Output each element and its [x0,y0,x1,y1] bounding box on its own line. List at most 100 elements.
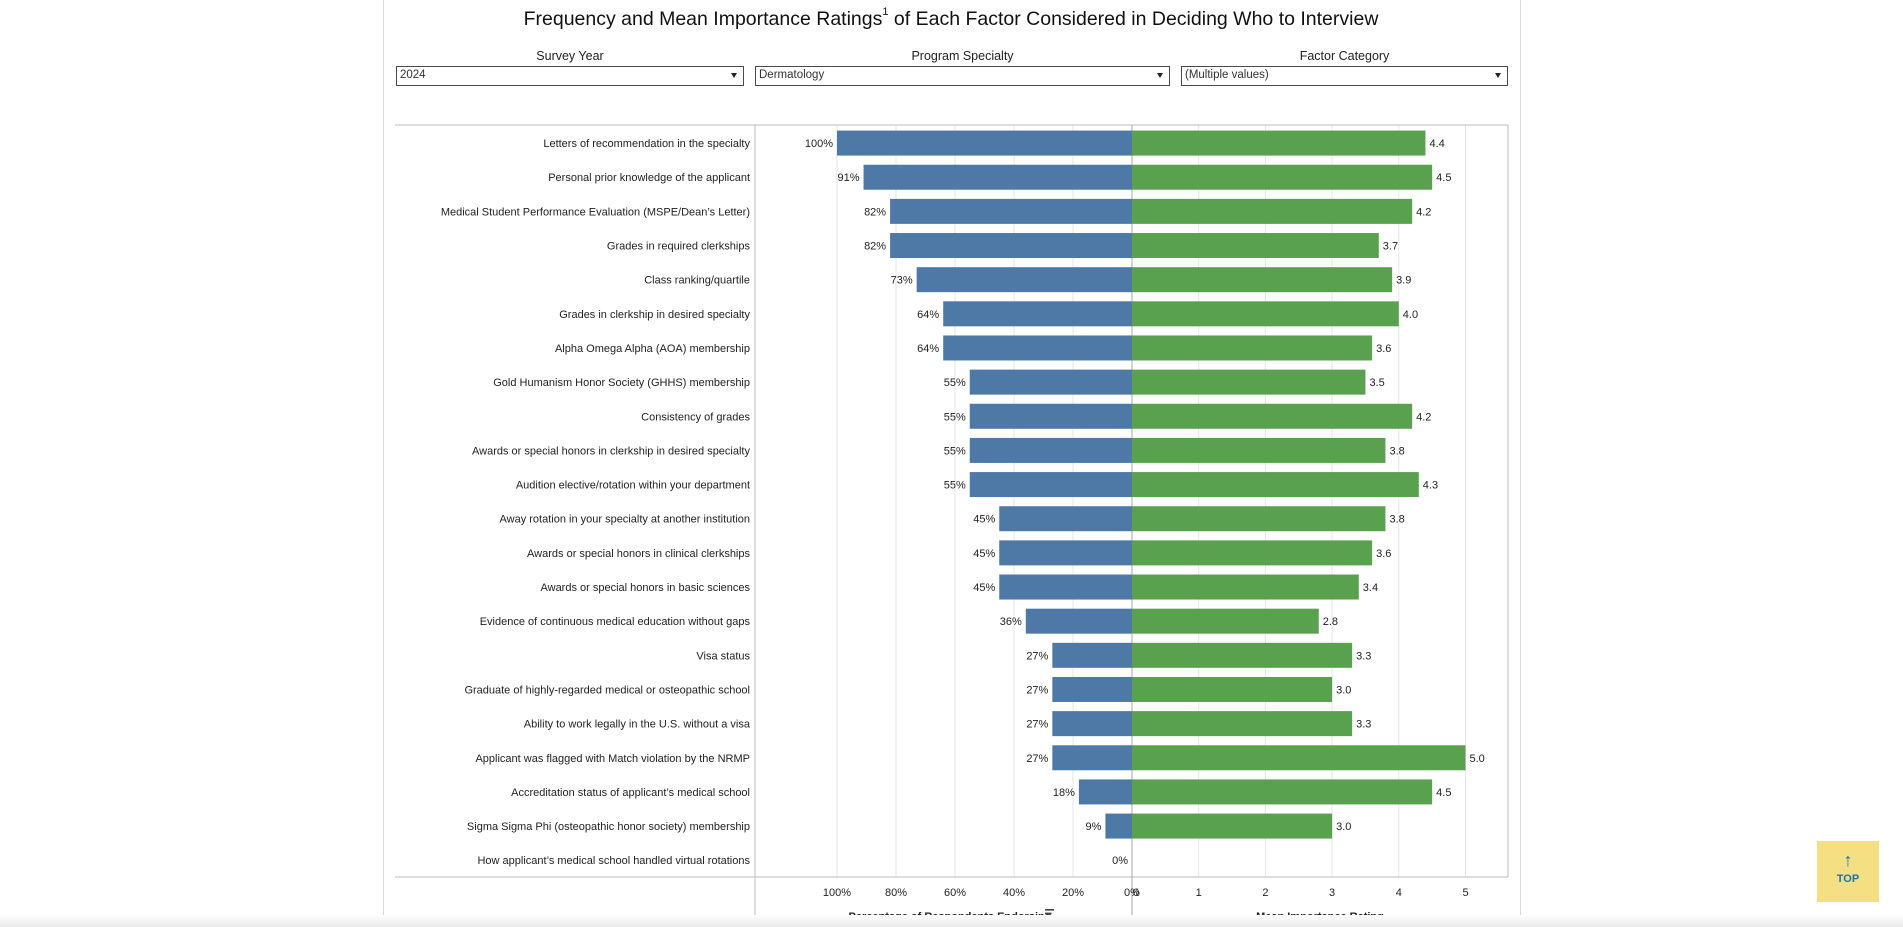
percentage-data-label: 45% [973,582,995,594]
mean-rating-bar[interactable] [1132,198,1413,224]
back-to-top-button[interactable]: ↑ TOP [1817,841,1879,902]
category-label: Evidence of continuous medical education… [480,616,751,628]
mean-rating-bar[interactable] [1132,301,1399,327]
program-specialty-value: Dermatology [759,69,825,81]
mean-rating-bar[interactable] [1132,369,1366,395]
category-label: Grades in clerkship in desired specialty [559,309,750,321]
category-label: Graduate of highly-regarded medical or o… [464,684,750,696]
percentage-bar[interactable] [1052,745,1132,771]
category-label: Letters of recommendation in the special… [543,138,750,150]
percentage-bar[interactable] [969,437,1132,463]
percentage-bar[interactable] [969,369,1132,395]
mean-data-label: 3.3 [1356,650,1371,662]
mean-rating-bar[interactable] [1132,540,1373,566]
mean-rating-bar[interactable] [1132,779,1433,805]
mean-data-label: 4.2 [1416,206,1431,218]
survey-year-dropdown[interactable]: 2024 [396,66,744,86]
percentage-data-label: 64% [917,309,939,321]
mean-rating-bar[interactable] [1132,813,1333,839]
percentage-data-label: 82% [864,241,886,253]
right-axis-tick-label: 0 [1133,887,1139,899]
factor-category-dropdown[interactable]: (Multiple values) [1181,66,1508,86]
mean-data-label: 3.8 [1389,514,1404,526]
percentage-bar[interactable] [1052,642,1132,668]
mean-rating-bar[interactable] [1132,335,1373,361]
mean-rating-bar[interactable] [1132,745,1466,771]
program-specialty-dropdown[interactable]: Dermatology [755,66,1170,86]
percentage-bar[interactable] [890,233,1132,259]
mean-data-label: 2.8 [1323,616,1338,628]
mean-rating-bar[interactable] [1132,608,1319,634]
percentage-bar[interactable] [943,301,1132,327]
mean-rating-bar[interactable] [1132,642,1353,668]
mean-data-label: 4.5 [1436,787,1451,799]
right-axis-tick-label: 2 [1262,887,1268,899]
bars: Letters of recommendation in the special… [441,130,1485,867]
mean-data-label: 3.7 [1383,241,1398,253]
percentage-data-label: 55% [944,377,966,389]
mean-data-label: 4.3 [1423,480,1438,492]
percentage-data-label: 100% [805,138,833,150]
axis-ticks: 100% 80% 60% 40% 20% 0%0 1 2 3 4 5 [823,887,1469,899]
percentage-data-label: 0% [1112,855,1128,867]
percentage-bar[interactable] [1052,711,1132,737]
mean-data-label: 3.4 [1363,582,1378,594]
percentage-bar[interactable] [890,198,1132,224]
mean-rating-bar[interactable] [1132,130,1426,156]
percentage-bar[interactable] [1078,779,1132,805]
mean-rating-bar[interactable] [1132,676,1333,702]
percentage-data-label: 27% [1026,753,1048,765]
percentage-data-label: 55% [944,445,966,457]
percentage-bar[interactable] [969,403,1132,429]
percentage-data-label: 45% [973,548,995,560]
percentage-bar[interactable] [1052,676,1132,702]
percentage-data-label: 27% [1026,684,1048,696]
survey-year-value: 2024 [400,69,426,81]
category-label: Class ranking/quartile [644,275,750,287]
mean-data-label: 3.6 [1376,548,1391,560]
percentage-bar[interactable] [916,267,1132,293]
mean-rating-bar[interactable] [1132,574,1359,600]
mean-rating-bar[interactable] [1132,164,1433,190]
arrow-up-icon: ↑ [1843,850,1853,870]
left-axis-tick-label: 20% [1062,887,1084,899]
percentage-bar[interactable] [999,574,1132,600]
category-label: Medical Student Performance Evaluation (… [441,206,750,218]
percentage-data-label: 64% [917,343,939,355]
mean-rating-bar[interactable] [1132,403,1413,429]
category-label: Sigma Sigma Phi (osteopathic honor socie… [467,821,750,833]
mean-rating-bar[interactable] [1132,437,1386,463]
percentage-bar[interactable] [999,506,1132,532]
percentage-bar[interactable] [1025,608,1132,634]
filter-label-program-specialty: Program Specialty [911,49,1014,63]
mean-data-label: 3.0 [1336,821,1351,833]
mean-rating-bar[interactable] [1132,472,1419,498]
mean-rating-bar[interactable] [1132,233,1379,259]
percentage-bar[interactable] [943,335,1132,361]
category-label: Away rotation in your specialty at anoth… [500,514,751,526]
category-label: Gold Humanism Honor Society (GHHS) membe… [493,377,750,389]
category-label: Visa status [696,650,750,662]
percentage-data-label: 18% [1053,787,1075,799]
right-axis-tick-label: 1 [1196,887,1202,899]
percentage-bar[interactable] [837,130,1132,156]
mean-data-label: 3.8 [1389,445,1404,457]
chart-title: Frequency and Mean Importance Ratings1 o… [523,6,1379,30]
right-axis-tick-label: 5 [1462,887,1468,899]
left-axis-tick-label: 40% [1003,887,1025,899]
category-label: Awards or special honors in clerkship in… [472,445,750,457]
percentage-bar[interactable] [999,540,1132,566]
mean-rating-bar[interactable] [1132,711,1353,737]
mean-rating-bar[interactable] [1132,506,1386,532]
percentage-bar[interactable] [969,472,1132,498]
category-label: Consistency of grades [641,411,750,423]
percentage-bar[interactable] [863,164,1132,190]
mean-rating-bar[interactable] [1132,267,1393,293]
percentage-bar[interactable] [1105,813,1132,839]
mean-data-label: 4.2 [1416,411,1431,423]
bottom-fade [0,915,1903,927]
mean-data-label: 3.6 [1376,343,1391,355]
category-label: Grades in required clerkships [607,241,751,253]
